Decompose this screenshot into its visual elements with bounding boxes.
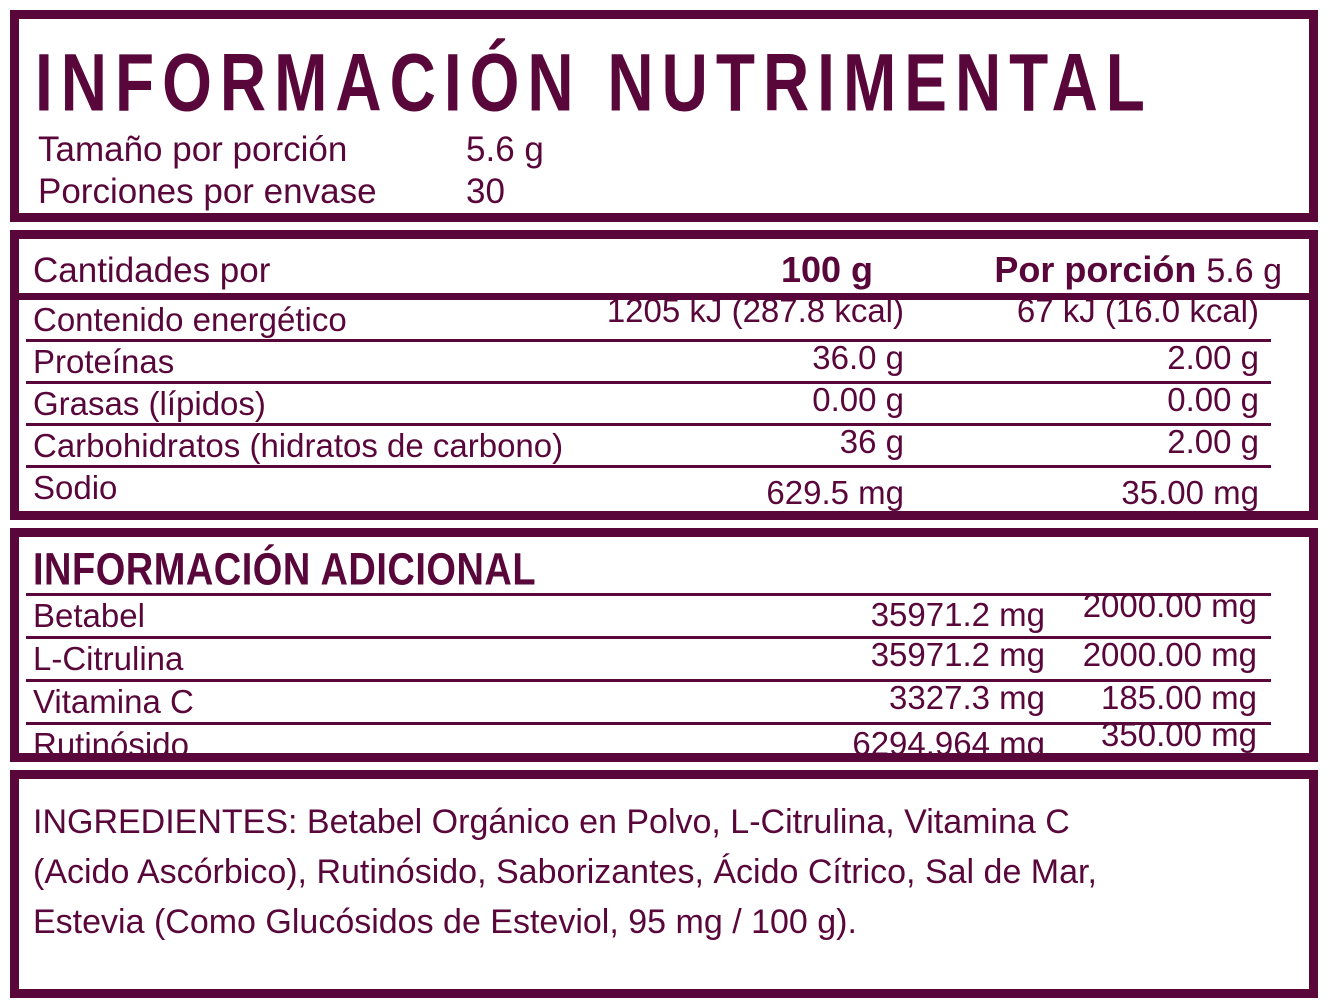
row-value-100g: 6294.964 mg — [852, 725, 1045, 762]
servings-per-container-value: 30 — [466, 172, 505, 211]
row-value-100g: 0.00 g — [812, 381, 904, 418]
row-divider — [26, 339, 1271, 342]
row-divider — [26, 593, 1271, 596]
page-title: INFORMACIÓN NUTRIMENTAL — [35, 36, 1153, 129]
row-value-portion: 2000.00 mg — [1082, 587, 1257, 624]
additional-info-panel: INFORMACIÓN ADICIONAL Betabel 35971.2 mg… — [10, 528, 1318, 765]
serving-size-label: Tamaño por porción — [38, 130, 348, 169]
table-row: Contenido energético 1205 kJ (287.8 kcal… — [19, 292, 1309, 339]
nutrition-table-panel: Cantidades por 100 g Por porción 5.6 g Co… — [10, 230, 1318, 520]
row-value-portion: 2.00 g — [1167, 423, 1259, 460]
row-value-portion: 0.00 g — [1167, 381, 1259, 418]
row-label: L-Citrulina — [33, 640, 184, 677]
table-row: Rutinósido 6294.964 mg 350.00 mg — [19, 716, 1309, 765]
ingredients-line: (Acido Ascórbico), Rutinósido, Saborizan… — [33, 853, 1097, 891]
additional-info-heading: INFORMACIÓN ADICIONAL — [33, 545, 537, 596]
row-divider — [26, 423, 1271, 426]
column-header-portion-text: Por porción — [994, 249, 1197, 290]
ingredients-text: INGREDIENTES: Betabel Orgánico en Polvo,… — [33, 797, 1309, 947]
table-row: Grasas (lípidos) 0.00 g 0.00 g — [19, 381, 1309, 423]
row-value-100g: 36.0 g — [812, 339, 904, 376]
table-row: Proteínas 36.0 g 2.00 g — [19, 339, 1309, 381]
row-divider — [26, 381, 1271, 384]
table-header-row: Cantidades por 100 g Por porción 5.6 g — [19, 239, 1309, 293]
row-label: Proteínas — [33, 343, 175, 380]
row-divider — [26, 679, 1271, 682]
row-label: Sodio — [33, 469, 118, 506]
table-row: Vitamina C 3327.3 mg 185.00 mg — [19, 679, 1309, 722]
header-divider — [19, 293, 1309, 300]
ingredients-line: Estevia (Como Glucósidos de Esteviol, 95… — [33, 903, 857, 941]
table-row: Betabel 35971.2 mg 2000.00 mg — [19, 587, 1309, 636]
table-row: Carbohidratos (hidratos de carbono) 36 g… — [19, 423, 1309, 465]
row-label: Grasas (lípidos) — [33, 385, 266, 422]
serving-size-value: 5.6 g — [466, 130, 544, 169]
servings-per-container-row: Porciones por envase 30 — [38, 171, 1309, 213]
row-value-100g: 1205 kJ (287.8 kcal) — [606, 292, 904, 329]
row-value-portion: 35.00 mg — [1121, 474, 1259, 511]
header-panel: INFORMACIÓN NUTRIMENTAL Tamaño por porci… — [10, 10, 1318, 222]
row-value-100g: 629.5 mg — [766, 474, 904, 511]
column-header-portion-amount: 5.6 g — [1206, 252, 1282, 290]
row-value-portion: 185.00 mg — [1101, 679, 1257, 716]
row-label: Carbohidratos (hidratos de carbono) — [33, 427, 564, 464]
column-header-amounts: Cantidades por — [33, 251, 271, 290]
ingredients-line: INGREDIENTES: Betabel Orgánico en Polvo,… — [33, 803, 1070, 841]
row-value-portion: 350.00 mg — [1101, 716, 1257, 753]
row-value-100g: 36 g — [839, 423, 904, 460]
row-value-100g: 3327.3 mg — [889, 679, 1045, 716]
column-header-portion: Por porción 5.6 g — [994, 249, 1282, 291]
servings-per-container-label: Porciones por envase — [38, 172, 377, 211]
row-label: Vitamina C — [33, 683, 194, 720]
table-row: Sodio 629.5 mg 35.00 mg — [19, 468, 1309, 511]
row-label: Betabel — [33, 597, 145, 634]
row-value-portion: 2000.00 mg — [1082, 636, 1257, 673]
serving-size-row: Tamaño por porción 5.6 g — [38, 129, 1309, 171]
row-value-100g: 35971.2 mg — [870, 596, 1045, 633]
table-row: L-Citrulina 35971.2 mg 2000.00 mg — [19, 636, 1309, 679]
row-value-100g: 35971.2 mg — [870, 636, 1045, 673]
row-value-portion: 67 kJ (16.0 kcal) — [1016, 292, 1259, 329]
row-divider — [26, 722, 1271, 725]
column-header-100g: 100 g — [780, 249, 873, 290]
ingredients-panel: INGREDIENTES: Betabel Orgánico en Polvo,… — [10, 770, 1318, 998]
row-label: Contenido energético — [33, 301, 347, 338]
row-value-portion: 2.00 g — [1167, 339, 1259, 376]
row-divider — [26, 465, 1271, 468]
row-divider — [26, 636, 1271, 639]
row-label: Rutinósido — [33, 726, 189, 763]
